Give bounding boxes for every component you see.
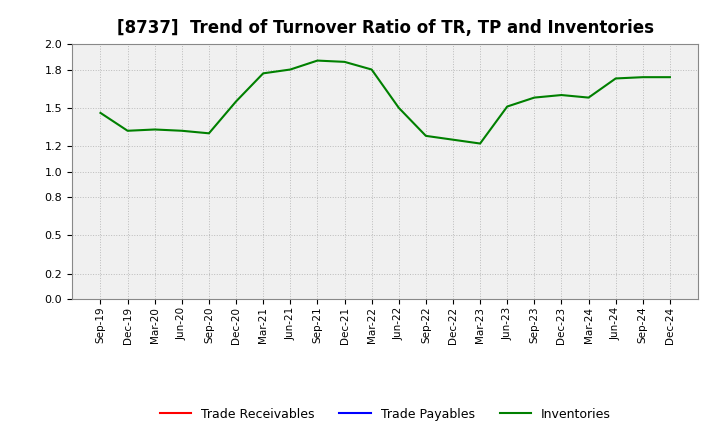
Inventories [665,74,674,80]
Inventories [232,99,240,104]
Inventories [584,95,593,100]
Inventories [395,105,403,110]
Line: Inventories: Inventories [101,61,670,143]
Inventories [639,74,647,80]
Inventories [150,127,159,132]
Inventories [178,128,186,133]
Legend: Trade Receivables, Trade Payables, Inventories: Trade Receivables, Trade Payables, Inven… [155,403,616,425]
Inventories [557,92,566,98]
Inventories [530,95,539,100]
Inventories [367,67,376,72]
Title: [8737]  Trend of Turnover Ratio of TR, TP and Inventories: [8737] Trend of Turnover Ratio of TR, TP… [117,19,654,37]
Inventories [96,110,105,116]
Inventories [313,58,322,63]
Inventories [123,128,132,133]
Inventories [476,141,485,146]
Inventories [259,71,268,76]
Inventories [286,67,294,72]
Inventories [611,76,620,81]
Inventories [449,137,457,142]
Inventories [503,104,511,109]
Inventories [204,131,213,136]
Inventories [341,59,349,65]
Inventories [421,133,430,139]
